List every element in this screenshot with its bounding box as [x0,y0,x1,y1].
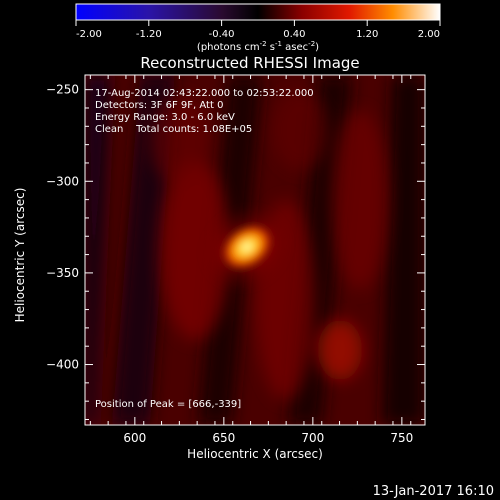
colorbar-unit: (photons cm-2 s-1 asec-2) [197,40,319,53]
y-axis: −250 −300 −350 −400 [46,83,425,421]
x-axis: 600 650 700 750 [89,75,413,445]
colorbar-tick-label: -0.40 [209,29,235,40]
colorbar-tick-label: -1.20 [136,29,162,40]
x-tick-label: 750 [390,431,413,445]
y-axis-label: Heliocentric Y (arcsec) [13,188,27,323]
colorbar-tick-label: 1.20 [356,29,378,40]
y-tick-label: −300 [46,174,79,188]
colorbar-gradient [75,3,441,21]
x-tick-label: 650 [212,431,235,445]
colorbar: -2.00 -1.20 -0.40 0.40 1.20 2.00 (photons cm-… [75,3,441,53]
plot-frame [84,74,426,426]
x-axis-label: Heliocentric X (arcsec) [187,447,323,461]
y-tick-label: −400 [46,358,79,372]
timestamp: 13-Jan-2017 16:10 [373,484,494,499]
peak-position: Position of Peak = [666,-339] [95,399,241,410]
x-tick-label: 700 [301,431,324,445]
y-tick-label: −350 [46,266,79,280]
heatmap-image [85,75,425,425]
info-total-counts: Clean Total counts: 1.08E+05 [95,124,252,135]
colorbar-tick-label: -2.00 [76,29,102,40]
colorbar-tick-label: 2.00 [418,29,440,40]
chart-title: Reconstructed RHESSI Image [140,54,359,72]
x-tick-label: 600 [123,431,146,445]
info-time-range: 17-Aug-2014 02:43:22.000 to 02:53:22.000 [95,88,314,99]
info-block: 17-Aug-2014 02:43:22.000 to 02:53:22.000… [95,88,314,135]
info-detectors: Detectors: 3F 6F 9F, Att 0 [95,100,223,111]
colorbar-tick-label: 0.40 [283,29,305,40]
info-energy-range: Energy Range: 3.0 - 6.0 keV [95,112,235,123]
colorbar-ticks: -2.00 -1.20 -0.40 0.40 1.20 2.00 [75,20,441,40]
y-tick-label: −250 [46,83,79,97]
